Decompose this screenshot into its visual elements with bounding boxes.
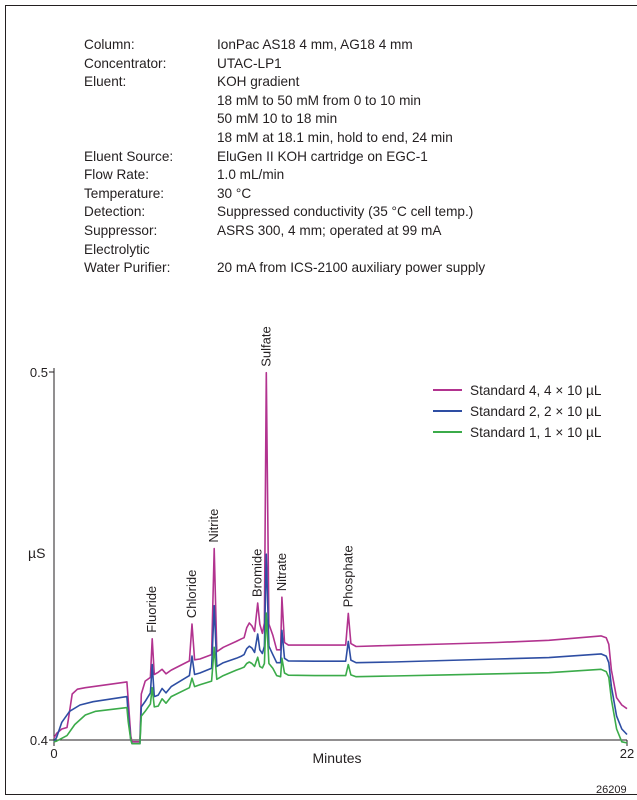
figure-number: 26209 [596,784,627,796]
peak-label: Bromide [250,549,265,597]
x-tick-label: 22 [620,746,634,761]
y-tick-label: 0.5 [30,365,48,380]
x-axis-label: Minutes [312,750,361,766]
legend: Standard 4, 4 × 10 µL Standard 2, 2 × 10 … [433,383,602,440]
peak-label: Nitrite [206,509,221,543]
condition-label: Concentrator: [84,55,167,71]
condition-value: IonPac AS18 4 mm, AG18 4 mm [217,37,413,52]
y-tick-label: 0.4 [30,733,48,748]
condition-row: Concentrator: UTAC-LP1 [84,55,485,74]
series-layer [53,371,628,745]
condition-label: Flow Rate: [84,167,149,183]
series-line-3 [53,612,628,745]
legend-label: Standard 1, 1 × 10 µL [470,425,602,440]
condition-row: Suppressor: ASRS 300, 4 mm; operated at 9… [84,222,485,241]
condition-row: Detection: Suppressed conductivity (35 °C… [84,203,485,222]
peak-label: Chloride [184,570,199,618]
condition-label: Eluent Source: [84,148,174,164]
condition-value: 30 °C [217,185,252,201]
condition-label: Detection: [84,204,146,220]
condition-value: 50 mM 10 to 18 min [217,111,338,127]
condition-label: Temperature: [84,185,165,201]
condition-value: 20 mA from ICS-2100 auxiliary power supp… [217,260,486,276]
peak-label: Nitrate [274,553,289,591]
condition-row: Electrolytic [84,241,485,260]
condition-row: 18 mM to 50 mM from 0 to 10 min [84,92,485,111]
legend-label: Standard 2, 2 × 10 µL [470,404,602,419]
condition-value: ASRS 300, 4 mm; operated at 99 mA [217,222,442,238]
condition-row: Eluent: KOH gradient [84,73,485,92]
figure-frame [5,5,637,795]
y-axis-label: µS [28,545,45,561]
condition-row: 50 mM 10 to 18 min [84,110,485,129]
condition-value: UTAC-LP1 [217,55,282,71]
condition-row: Flow Rate: 1.0 mL/min [84,166,485,185]
condition-value: EluGen II KOH cartridge on EGC-1 [217,148,428,164]
series-line-1 [53,371,628,743]
condition-row: Eluent Source: EluGen II KOH cartridge on… [84,148,485,167]
condition-value: 18 mM at 18.1 min, hold to end, 24 min [217,129,453,145]
peak-labels: Fluoride Chloride Nitrite Bromide Sulfate Nit… [144,326,355,633]
conditions-block: Column: IonPac AS18 4 mm, AG18 4 mm Concen… [84,36,485,278]
condition-value: 18 mM to 50 mM from 0 to 10 min [217,92,421,108]
peak-label: Phosphate [340,545,355,607]
peak-label: Sulfate [258,326,273,366]
condition-label: Column: [84,37,135,52]
condition-label: Suppressor: [84,222,158,238]
x-tick-label: 0 [50,746,57,761]
condition-value: Suppressed conductivity (35 °C cell temp… [217,204,474,220]
condition-value: 1.0 mL/min [217,167,285,183]
condition-label: Eluent: [84,74,127,90]
condition-label: Water Purifier: [84,260,171,276]
condition-label: Electrolytic [84,241,150,257]
legend-label: Standard 4, 4 × 10 µL [470,383,602,398]
condition-value: KOH gradient [217,74,300,90]
condition-row: Temperature: 30 °C [84,185,485,204]
peak-label: Fluoride [144,586,159,633]
axes: 0.4 0.5 0 22 [30,365,634,761]
condition-row: Column: IonPac AS18 4 mm, AG18 4 mm [84,36,485,55]
condition-row: 18 mM at 18.1 min, hold to end, 24 min [84,129,485,148]
condition-row: Water Purifier: 20 mA from ICS-2100 auxil… [84,259,485,278]
